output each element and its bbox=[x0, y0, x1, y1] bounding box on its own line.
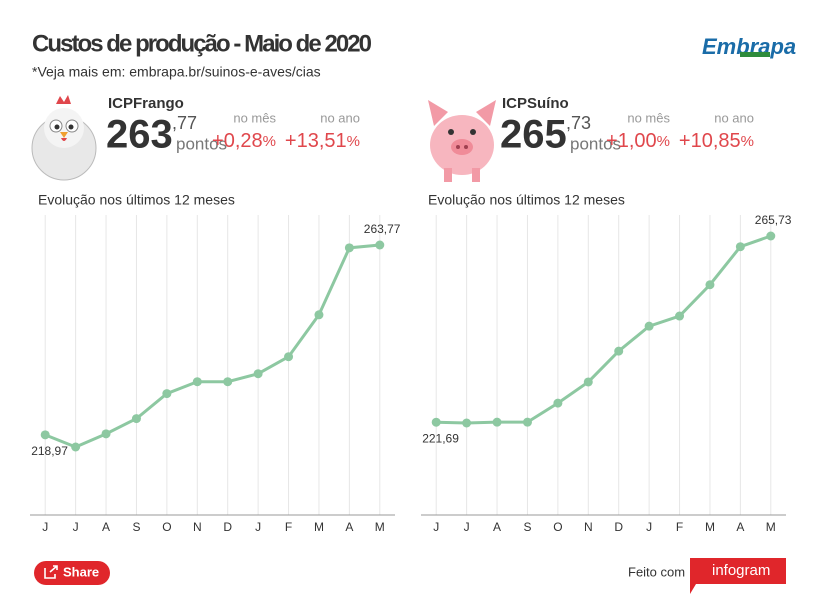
point bbox=[131, 414, 141, 424]
subtitle: *Veja mais em: embrapa.br/suinos-e-aves/… bbox=[32, 64, 321, 80]
point bbox=[735, 242, 745, 252]
value-label: 218,97 bbox=[31, 444, 68, 458]
point bbox=[101, 429, 111, 439]
x-tick-label: F bbox=[676, 520, 683, 534]
point bbox=[192, 377, 202, 387]
year-value: +10,85 bbox=[679, 130, 741, 152]
line bbox=[44, 243, 380, 449]
x-tick-label: J bbox=[646, 520, 652, 534]
index-integer: 263 bbox=[106, 113, 173, 157]
x-tick-label: N bbox=[193, 520, 202, 534]
value-label: 265,73 bbox=[755, 213, 792, 227]
value-label: 221,69 bbox=[422, 431, 459, 445]
index-decimal: ,77 bbox=[172, 113, 197, 133]
month-value: +0,28 bbox=[212, 130, 263, 152]
point bbox=[284, 352, 294, 362]
x-tick-label: J bbox=[433, 520, 439, 534]
share-icon bbox=[44, 565, 58, 579]
x-tick-label: M bbox=[375, 520, 385, 534]
x-tick-label: D bbox=[614, 520, 623, 534]
point bbox=[766, 231, 776, 241]
x-tick-label: J bbox=[255, 520, 261, 534]
x-tick-label: M bbox=[314, 520, 324, 534]
x-tick-label: O bbox=[162, 520, 171, 534]
point bbox=[344, 243, 354, 253]
index-name: ICPFrango bbox=[108, 95, 184, 112]
x-tick-label: A bbox=[345, 520, 353, 534]
brand-badge[interactable] bbox=[690, 558, 786, 594]
year-unit: % bbox=[347, 133, 360, 150]
month-change: +1,00% bbox=[606, 130, 670, 152]
point bbox=[614, 346, 624, 356]
month-value: +1,00 bbox=[606, 130, 657, 152]
point bbox=[223, 377, 233, 387]
year-change: +13,51% bbox=[285, 130, 360, 152]
x-tick-label: A bbox=[102, 520, 110, 534]
year-unit: % bbox=[741, 133, 754, 150]
x-tick-label: A bbox=[493, 520, 501, 534]
point bbox=[431, 417, 441, 427]
x-tick-label: F bbox=[285, 520, 292, 534]
point bbox=[583, 377, 593, 387]
index-unit: pontos bbox=[570, 134, 621, 153]
month-label: no mês bbox=[627, 110, 670, 125]
point bbox=[675, 311, 685, 321]
point bbox=[314, 310, 324, 320]
share-button[interactable] bbox=[34, 561, 110, 585]
point bbox=[705, 280, 715, 290]
x-tick-label: S bbox=[523, 520, 531, 534]
point bbox=[375, 240, 385, 250]
x-tick-label: J bbox=[73, 520, 79, 534]
chart-title: Evolução nos últimos 12 meses bbox=[428, 192, 625, 208]
share-label[interactable]: Share bbox=[63, 564, 99, 579]
month-change: +0,28% bbox=[212, 130, 276, 152]
point bbox=[644, 321, 654, 331]
point bbox=[71, 442, 81, 452]
x-tick-label: J bbox=[42, 520, 48, 534]
point bbox=[462, 418, 472, 428]
pig-icon bbox=[428, 100, 496, 182]
month-unit: % bbox=[263, 133, 276, 150]
x-tick-label: A bbox=[736, 520, 744, 534]
index-decimal: ,73 bbox=[566, 113, 591, 133]
year-label: no ano bbox=[714, 110, 754, 125]
index-integer: 265 bbox=[500, 113, 567, 157]
logo-accent bbox=[740, 52, 770, 57]
index-name: ICPSuíno bbox=[502, 95, 569, 112]
point bbox=[522, 417, 532, 427]
month-label: no mês bbox=[233, 110, 276, 125]
x-tick-label: M bbox=[766, 520, 776, 534]
point bbox=[40, 430, 50, 440]
value-label: 263,77 bbox=[364, 222, 401, 236]
x-tick-label: O bbox=[553, 520, 562, 534]
month-unit: % bbox=[657, 133, 670, 150]
chart-title: Evolução nos últimos 12 meses bbox=[38, 192, 235, 208]
year-value: +13,51 bbox=[285, 130, 347, 152]
year-label: no ano bbox=[320, 110, 360, 125]
x-tick-label: D bbox=[223, 520, 232, 534]
point bbox=[492, 417, 502, 427]
brand[interactable]: infogram bbox=[712, 562, 770, 579]
line bbox=[436, 234, 772, 425]
point bbox=[253, 369, 263, 379]
x-tick-label: N bbox=[584, 520, 593, 534]
point bbox=[162, 389, 172, 399]
title: Custos de produção - Maio de 2020 bbox=[32, 30, 372, 57]
index-unit: pontos bbox=[176, 134, 227, 153]
x-tick-label: M bbox=[705, 520, 715, 534]
chicken-icon bbox=[31, 95, 97, 181]
made-with: Feito com bbox=[628, 564, 685, 579]
x-tick-label: S bbox=[132, 520, 140, 534]
year-change: +10,85% bbox=[679, 130, 754, 152]
x-tick-label: J bbox=[464, 520, 470, 534]
point bbox=[553, 398, 563, 408]
